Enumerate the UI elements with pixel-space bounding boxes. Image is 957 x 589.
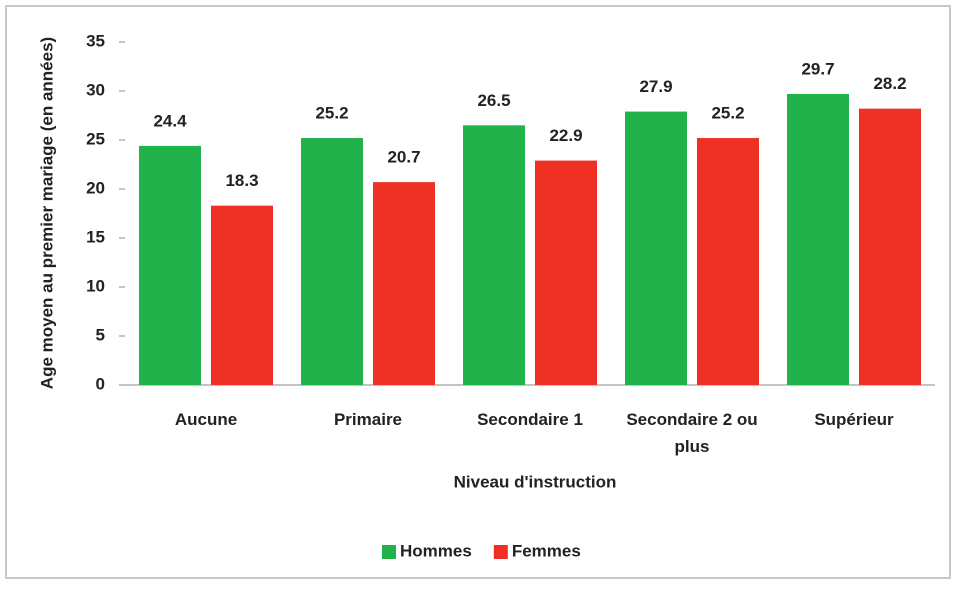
y-axis-label: Age moyen au premier mariage (en années) [37, 37, 56, 389]
bar [787, 93, 849, 385]
legend-label: Hommes [400, 541, 472, 560]
data-label: 20.7 [387, 148, 420, 167]
data-label: 18.3 [225, 171, 258, 190]
bar [211, 205, 273, 385]
y-tick-label: 5 [96, 325, 105, 344]
data-label: 29.7 [801, 59, 834, 78]
data-label: 26.5 [477, 91, 510, 110]
y-tick-label: 20 [86, 178, 105, 197]
bar [625, 111, 687, 385]
bar [373, 182, 435, 385]
x-axis-label: Niveau d'instruction [454, 472, 617, 491]
y-tick-label: 15 [86, 227, 105, 246]
bar [697, 138, 759, 385]
y-tick-label: 30 [86, 80, 105, 99]
data-label: 25.2 [711, 104, 744, 123]
data-label: 28.2 [873, 74, 906, 93]
x-tick-label: Primaire [333, 410, 403, 429]
x-tick-label-box: Secondaire 1 [477, 410, 583, 429]
x-tick-label: Secondaire 1 [477, 410, 583, 429]
x-tick-label-box: Primaire [333, 410, 403, 429]
x-tick-label: Supérieur [814, 410, 894, 429]
bar [463, 125, 525, 386]
x-tick-label: Aucune [174, 410, 238, 429]
bar [301, 138, 363, 385]
data-label: 27.9 [639, 77, 672, 96]
legend-label: Femmes [512, 541, 581, 560]
x-tick-label-box: Secondaire 2 ou plus [626, 410, 758, 456]
y-tick-label: 25 [86, 129, 105, 148]
bar [139, 145, 201, 385]
bar [535, 160, 597, 385]
legend-swatch [493, 545, 508, 559]
x-tick-label: Secondaire 2 ou plus [626, 410, 758, 456]
x-tick-label-box: Aucune [174, 410, 238, 429]
y-tick-label: 10 [86, 276, 105, 295]
x-tick-label-box: Supérieur [814, 410, 894, 429]
data-label: 24.4 [153, 111, 187, 130]
y-tick-label: 35 [86, 31, 105, 50]
bar [859, 108, 921, 385]
legend-swatch [382, 545, 396, 559]
data-label: 22.9 [549, 126, 582, 145]
data-label: 25.2 [315, 104, 348, 123]
y-tick-label: 0 [96, 374, 105, 393]
